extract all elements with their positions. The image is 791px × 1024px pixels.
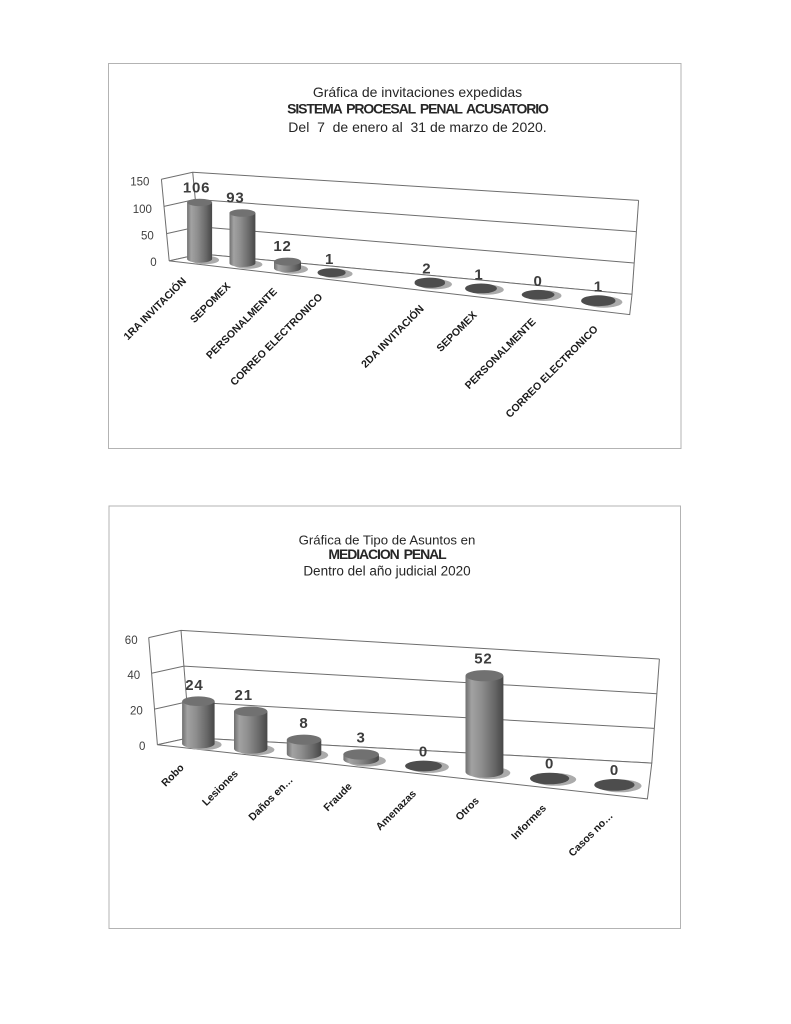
svg-text:2: 2 bbox=[422, 261, 431, 278]
svg-text:20: 20 bbox=[130, 706, 143, 718]
svg-text:106: 106 bbox=[183, 179, 210, 196]
svg-text:50: 50 bbox=[141, 231, 154, 243]
svg-text:21: 21 bbox=[235, 687, 253, 704]
svg-text:0: 0 bbox=[139, 741, 145, 753]
svg-text:12: 12 bbox=[273, 238, 291, 255]
svg-text:3: 3 bbox=[357, 730, 366, 747]
svg-text:Gráfica de Tipo de Asuntos en: Gráfica de Tipo de Asuntos en bbox=[299, 532, 476, 547]
svg-text:Gráfica de invitaciones expedi: Gráfica de invitaciones expedidas bbox=[313, 84, 522, 100]
svg-text:Dentro del año judicial 2020: Dentro del año judicial 2020 bbox=[303, 563, 470, 578]
svg-text:MEDIACION PENAL: MEDIACION PENAL bbox=[328, 546, 447, 562]
svg-text:8: 8 bbox=[299, 715, 308, 732]
svg-text:Del 7 de enero al 31 de mar: Del 7 de enero al 31 de marzo de 2020. bbox=[288, 119, 546, 135]
svg-text:60: 60 bbox=[125, 635, 138, 647]
svg-text:1: 1 bbox=[474, 266, 483, 283]
svg-text:93: 93 bbox=[226, 190, 244, 207]
svg-text:SISTEMA PROCESAL PENAL ACUSATO: SISTEMA PROCESAL PENAL ACUSATORIO bbox=[287, 101, 549, 117]
svg-text:0: 0 bbox=[419, 744, 428, 761]
svg-text:0: 0 bbox=[150, 257, 156, 269]
svg-text:0: 0 bbox=[610, 762, 619, 779]
svg-text:1: 1 bbox=[594, 278, 603, 295]
svg-text:24: 24 bbox=[185, 677, 203, 694]
svg-text:52: 52 bbox=[474, 651, 492, 668]
svg-text:150: 150 bbox=[130, 177, 149, 189]
svg-text:0: 0 bbox=[545, 756, 554, 773]
svg-text:100: 100 bbox=[133, 204, 152, 216]
svg-text:40: 40 bbox=[127, 670, 140, 682]
svg-text:0: 0 bbox=[534, 273, 543, 290]
svg-text:1: 1 bbox=[325, 251, 334, 268]
